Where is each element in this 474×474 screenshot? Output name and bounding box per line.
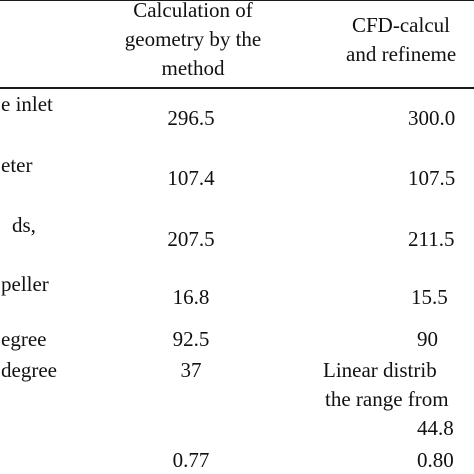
row-1-col3: 300.0 bbox=[408, 106, 456, 130]
header-bottom-rule bbox=[0, 87, 474, 89]
row-4-label: peller bbox=[1, 272, 49, 296]
header-col2-line2: geometry by the bbox=[124, 27, 262, 51]
table-top-rule bbox=[0, 0, 474, 1]
row-6-col3-line1: Linear distrib bbox=[323, 358, 437, 382]
row-4-col2: 16.8 bbox=[172, 285, 210, 309]
header-col2-line1: Calculation of bbox=[133, 0, 253, 22]
row-3-col3: 211.5 bbox=[408, 227, 455, 251]
row-2-col2: 107.4 bbox=[167, 166, 215, 190]
row-1-col2: 296.5 bbox=[167, 106, 215, 130]
row-7-col2: 0.77 bbox=[172, 448, 210, 472]
row-1-label: e inlet bbox=[1, 92, 53, 116]
row-6-col2: 37 bbox=[180, 358, 202, 382]
header-col2-line3: method bbox=[161, 56, 225, 80]
header-col3-line1: CFD-calcul bbox=[352, 13, 450, 37]
row-5-col2: 92.5 bbox=[172, 327, 210, 351]
row-5-label: egree bbox=[1, 327, 47, 351]
row-3-label: ds, bbox=[12, 213, 36, 237]
row-2-label: eter bbox=[1, 153, 33, 177]
row-6-label: degree bbox=[1, 358, 57, 382]
row-6-col3-line3: 44.8 bbox=[417, 416, 454, 440]
row-7-col3: 0.80 bbox=[417, 448, 454, 472]
header-col3-line2: and refineme bbox=[346, 42, 457, 66]
row-5-col3: 90 bbox=[417, 327, 438, 351]
row-6-col3-line2: the range from bbox=[325, 387, 449, 411]
row-2-col3: 107.5 bbox=[408, 166, 456, 190]
row-3-col2: 207.5 bbox=[167, 227, 215, 251]
row-4-col3: 15.5 bbox=[411, 285, 448, 309]
